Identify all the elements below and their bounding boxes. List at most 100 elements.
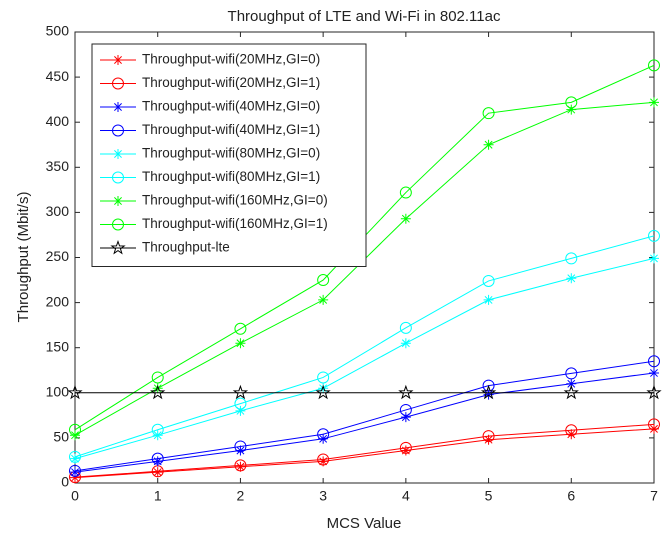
data-point: [317, 453, 330, 466]
data-point: [318, 383, 329, 394]
legend-marker: [111, 218, 125, 231]
y-tick-label: 400: [46, 113, 70, 129]
data-point: [649, 367, 659, 378]
series-line: [74, 372, 655, 473]
data-point: [399, 321, 412, 334]
data-point: [235, 405, 246, 416]
data-point: [483, 294, 494, 305]
x-tick-label: 3: [319, 488, 327, 504]
legend: Throughput-wifi(20MHz,GI=0) Throughput-wi…: [91, 43, 367, 267]
data-point: [565, 96, 578, 109]
data-point: [649, 423, 659, 434]
data-point: [67, 384, 83, 400]
data-point: [483, 389, 494, 400]
data-point: [646, 384, 662, 400]
series-line: [74, 428, 655, 479]
data-point: [566, 273, 577, 284]
legend-box: [91, 43, 367, 267]
y-tick-label: 250: [46, 248, 70, 264]
legend-marker: [113, 149, 123, 159]
legend-marker: [113, 196, 123, 206]
data-point: [68, 423, 82, 436]
data-point: [483, 434, 494, 445]
data-point: [566, 429, 577, 440]
data-point: [647, 229, 661, 242]
legend-marker: [110, 239, 126, 255]
data-point: [234, 459, 247, 472]
data-point: [151, 465, 164, 478]
data-point: [649, 253, 659, 264]
data-point: [566, 104, 577, 115]
data-point: [480, 384, 497, 400]
data-point: [482, 275, 495, 287]
data-point: [649, 97, 659, 108]
data-point: [151, 452, 164, 465]
legend-marker: [113, 55, 123, 65]
data-point: [565, 367, 578, 380]
data-point: [647, 355, 661, 368]
legend-marker: [111, 77, 125, 90]
legend-label: Throughput-wifi(40MHz,GI=1): [142, 122, 320, 137]
data-point: [399, 404, 412, 416]
data-point: [318, 456, 329, 467]
data-point: [235, 338, 246, 349]
data-point: [565, 424, 578, 437]
legend-label: Throughput-lte: [142, 240, 230, 255]
legend-label: Throughput-wifi(20MHz,GI=1): [142, 75, 320, 90]
y-tick-label: 50: [53, 429, 69, 445]
x-tick-label: 5: [485, 488, 493, 504]
data-point: [68, 450, 82, 463]
series-line: [74, 257, 655, 460]
data-point: [70, 453, 80, 464]
data-point: [399, 186, 412, 199]
data-point: [318, 294, 329, 305]
data-point: [563, 384, 579, 400]
y-tick-label: 150: [46, 338, 70, 354]
legend-marker: [111, 124, 125, 137]
data-point: [152, 383, 163, 394]
data-point: [647, 418, 661, 431]
y-tick-label: 200: [46, 293, 70, 309]
data-point: [398, 384, 414, 400]
data-point: [234, 322, 247, 335]
x-tick-label: 2: [237, 488, 245, 504]
data-point: [234, 440, 247, 453]
data-point: [318, 433, 329, 444]
data-point: [482, 430, 495, 443]
legend-label: Throughput-wifi(80MHz,GI=1): [142, 169, 320, 184]
data-point: [234, 397, 247, 410]
x-tick-label: 4: [402, 488, 410, 504]
data-point: [482, 107, 495, 120]
data-point: [317, 274, 330, 286]
x-tick-label: 0: [71, 488, 79, 504]
data-point: [400, 445, 411, 456]
series-line: [74, 423, 655, 478]
data-point: [70, 467, 80, 478]
data-point: [315, 384, 331, 400]
data-point: [400, 412, 411, 423]
data-point: [151, 371, 164, 384]
y-tick-label: 100: [46, 384, 70, 400]
legend-marker: [113, 102, 123, 112]
data-point: [565, 252, 578, 265]
data-point: [232, 384, 249, 400]
x-tick-label: 6: [567, 488, 575, 504]
x-tick-label: 7: [650, 488, 658, 504]
data-point: [150, 384, 166, 400]
x-tick-label: 1: [154, 488, 162, 504]
y-axis-label: Throughput (Mbit/s): [15, 192, 32, 323]
data-point: [151, 423, 164, 436]
legend-label: Throughput-wifi(160MHz,GI=0): [142, 193, 328, 208]
legend-label: Throughput-wifi(20MHz,GI=0): [142, 52, 320, 67]
data-point: [482, 379, 495, 392]
series-line: [74, 235, 655, 458]
data-point: [317, 371, 330, 384]
data-point: [400, 213, 411, 224]
series-line: [74, 360, 655, 472]
data-point: [399, 441, 412, 454]
legend-label: Throughput-wifi(40MHz,GI=0): [142, 99, 320, 114]
data-point: [152, 467, 163, 478]
data-point: [70, 472, 80, 483]
y-tick-label: 350: [46, 158, 70, 174]
